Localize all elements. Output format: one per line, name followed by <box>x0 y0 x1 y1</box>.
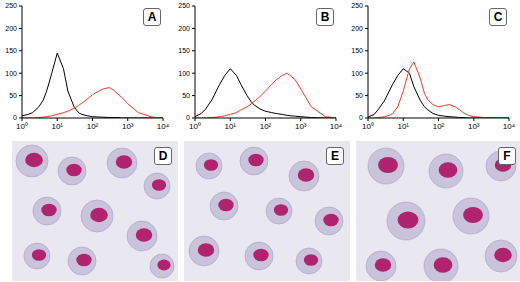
svg-text:250: 250 <box>178 2 190 9</box>
svg-text:0: 0 <box>13 114 17 121</box>
svg-text:50: 50 <box>182 92 190 99</box>
svg-text:10⁰: 10⁰ <box>16 122 28 131</box>
svg-text:150: 150 <box>351 47 363 54</box>
html-text:E: E <box>331 149 339 163</box>
svg-text:10⁴: 10⁴ <box>157 122 170 131</box>
svg-text:150: 150 <box>178 47 190 54</box>
svg-text:50: 50 <box>9 92 17 99</box>
html-text:C: C <box>493 10 503 24</box>
svg-text:100: 100 <box>178 70 190 77</box>
svg-text:100: 100 <box>5 70 17 77</box>
html-text:A: A <box>147 10 157 24</box>
svg-text:10²: 10² <box>433 122 445 131</box>
svg-text:10¹: 10¹ <box>224 122 236 131</box>
svg-text:100: 100 <box>351 70 363 77</box>
svg-text:10⁰: 10⁰ <box>189 122 201 131</box>
svg-text:10⁴: 10⁴ <box>503 122 516 131</box>
html-text:F: F <box>503 149 511 163</box>
svg-text:10³: 10³ <box>468 122 480 131</box>
svg-text:10⁴: 10⁴ <box>330 122 343 131</box>
svg-text:10¹: 10¹ <box>51 122 63 131</box>
svg-text:200: 200 <box>178 25 190 32</box>
svg-text:10¹: 10¹ <box>397 122 409 131</box>
svg-text:10³: 10³ <box>295 122 307 131</box>
html-text:B: B <box>320 10 330 24</box>
svg-text:250: 250 <box>5 2 17 9</box>
svg-text:0: 0 <box>186 114 190 121</box>
svg-text:50: 50 <box>355 92 363 99</box>
svg-text:10⁰: 10⁰ <box>362 122 374 131</box>
svg-text:0: 0 <box>359 114 363 121</box>
svg-text:150: 150 <box>5 47 17 54</box>
svg-text:250: 250 <box>351 2 363 9</box>
svg-text:10²: 10² <box>260 122 272 131</box>
svg-text:200: 200 <box>351 25 363 32</box>
html-text:D: D <box>158 149 168 163</box>
svg-text:200: 200 <box>5 25 17 32</box>
svg-text:10²: 10² <box>87 122 99 131</box>
svg-text:10³: 10³ <box>122 122 134 131</box>
